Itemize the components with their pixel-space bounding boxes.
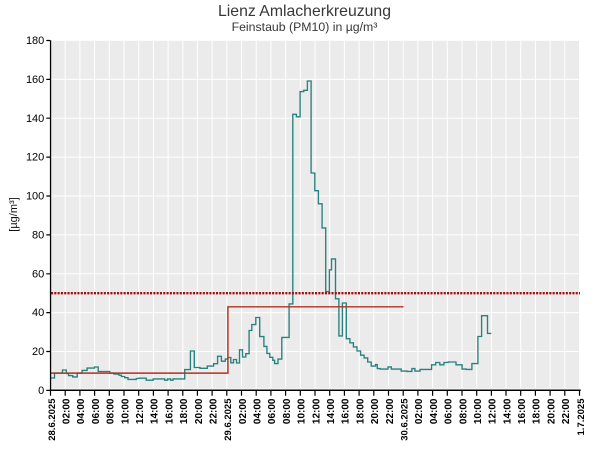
svg-text:40: 40: [32, 307, 44, 319]
svg-text:08:00: 08:00: [282, 398, 293, 424]
svg-text:02:00: 02:00: [414, 398, 425, 424]
svg-text:16:00: 16:00: [341, 398, 352, 424]
svg-text:06:00: 06:00: [267, 398, 278, 424]
svg-text:20:00: 20:00: [370, 398, 381, 424]
svg-text:22:00: 22:00: [385, 398, 396, 424]
svg-text:20:00: 20:00: [194, 398, 205, 424]
svg-text:14:00: 14:00: [326, 398, 337, 424]
svg-text:100: 100: [26, 191, 44, 203]
svg-text:29.6.2025: 29.6.2025: [223, 398, 234, 441]
svg-text:18:00: 18:00: [179, 398, 190, 424]
svg-text:Feinstaub (PM10) in µg/m³: Feinstaub (PM10) in µg/m³: [232, 20, 378, 34]
svg-text:22:00: 22:00: [561, 398, 572, 424]
svg-text:160: 160: [26, 74, 44, 86]
svg-text:02:00: 02:00: [238, 398, 249, 424]
svg-text:12:00: 12:00: [135, 398, 146, 424]
svg-text:18:00: 18:00: [355, 398, 366, 424]
svg-text:06:00: 06:00: [91, 398, 102, 424]
svg-text:20:00: 20:00: [546, 398, 557, 424]
svg-text:04:00: 04:00: [429, 398, 440, 424]
svg-text:02:00: 02:00: [62, 398, 73, 424]
svg-text:08:00: 08:00: [458, 398, 469, 424]
svg-text:12:00: 12:00: [488, 398, 499, 424]
svg-text:60: 60: [32, 268, 44, 280]
svg-text:80: 80: [32, 230, 44, 242]
svg-text:14:00: 14:00: [502, 398, 513, 424]
svg-text:0: 0: [38, 385, 44, 397]
svg-text:Lienz Amlacherkreuzung: Lienz Amlacherkreuzung: [218, 3, 391, 20]
svg-text:10:00: 10:00: [297, 398, 308, 424]
svg-text:120: 120: [26, 152, 44, 164]
svg-text:06:00: 06:00: [444, 398, 455, 424]
svg-text:28.6.2025: 28.6.2025: [47, 398, 58, 441]
svg-text:16:00: 16:00: [164, 398, 175, 424]
svg-text:18:00: 18:00: [532, 398, 543, 424]
svg-text:12:00: 12:00: [311, 398, 322, 424]
svg-text:14:00: 14:00: [150, 398, 161, 424]
svg-text:20: 20: [32, 346, 44, 358]
svg-text:04:00: 04:00: [253, 398, 264, 424]
svg-text:08:00: 08:00: [106, 398, 117, 424]
svg-text:180: 180: [26, 35, 44, 47]
svg-text:04:00: 04:00: [76, 398, 87, 424]
svg-text:10:00: 10:00: [120, 398, 131, 424]
svg-text:[µg/m³]: [µg/m³]: [8, 197, 20, 231]
svg-text:16:00: 16:00: [517, 398, 528, 424]
svg-text:22:00: 22:00: [208, 398, 219, 424]
svg-text:30.6.2025: 30.6.2025: [400, 398, 411, 441]
svg-text:1.7.2025: 1.7.2025: [576, 398, 587, 436]
svg-text:140: 140: [26, 113, 44, 125]
svg-text:10:00: 10:00: [473, 398, 484, 424]
